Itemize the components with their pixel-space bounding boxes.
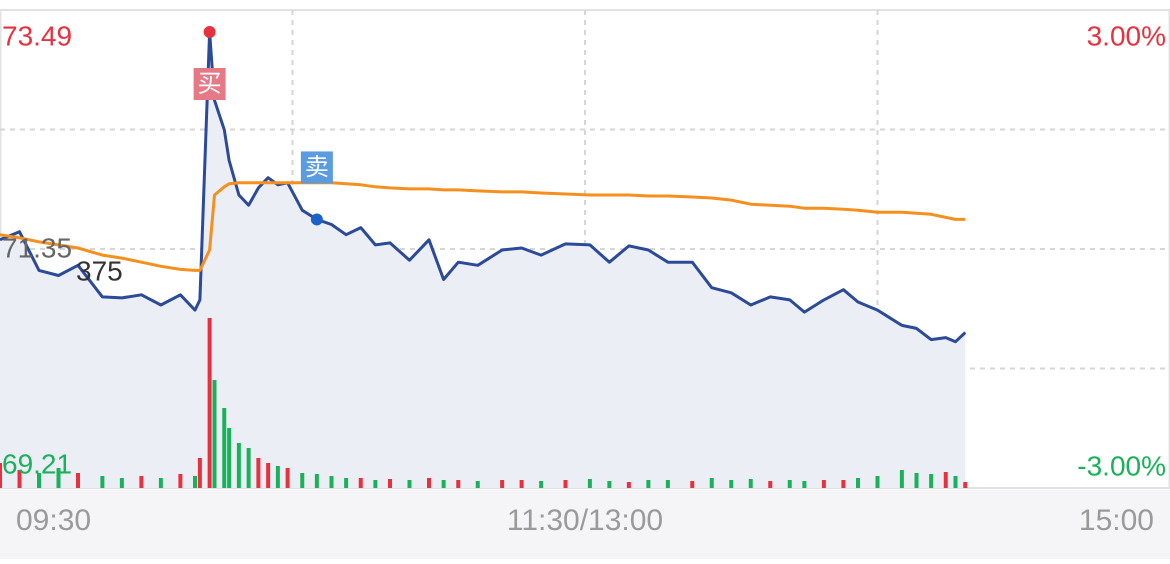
annotation: 375 [76, 255, 123, 286]
volume-bar [246, 448, 251, 488]
volume-bar [212, 380, 217, 488]
volume-bar [236, 443, 241, 488]
volume-bar [119, 478, 124, 488]
volume-bar [709, 478, 714, 488]
x-tick-label: 09:30 [16, 504, 91, 537]
volume-bar [929, 474, 934, 488]
volume-bar [314, 474, 319, 488]
volume-bar [227, 428, 232, 488]
volume-bar [139, 476, 144, 488]
price-line [0, 30, 967, 344]
volume-bar [899, 470, 904, 488]
volume-bar [193, 476, 197, 488]
volume-bar [690, 481, 695, 488]
volume-bar [388, 479, 392, 488]
volume-bar [17, 470, 22, 488]
volume-bar [787, 480, 792, 488]
volume-bar [519, 480, 524, 488]
volume-bar [441, 480, 446, 488]
volume-bar [665, 480, 670, 488]
volume-bar [373, 480, 378, 488]
axis-band [0, 490, 1170, 559]
volume-bar [275, 466, 280, 488]
volume-bar [963, 482, 968, 488]
volume-bar [456, 480, 461, 488]
volume-bar [285, 468, 290, 488]
volume-bar [76, 473, 80, 488]
volume-bar [100, 476, 105, 488]
trade-badge [193, 68, 226, 100]
volume-bar [222, 408, 227, 488]
y2-tick-label: 3.00% [1087, 20, 1166, 51]
volume-bar [914, 473, 919, 488]
y-tick-label: 71.35 [2, 232, 72, 263]
volume-bar [158, 478, 163, 488]
trade-badge [300, 151, 333, 184]
y2-tick-label: -3.00% [1077, 450, 1166, 481]
volume-bar [841, 480, 846, 488]
volume-bar [178, 474, 183, 488]
volume-bar [475, 481, 480, 488]
volume-bar [358, 478, 363, 488]
x-tick-label: 11:30/13:00 [507, 504, 663, 537]
volume-bar [197, 458, 202, 488]
trade-dot [310, 213, 323, 226]
volume-bar [407, 480, 412, 488]
volume-bar [427, 478, 431, 488]
y-tick-label: 69.21 [2, 448, 72, 479]
volume-bar [729, 480, 734, 488]
volume-bar [266, 463, 271, 488]
volume-bar [563, 480, 568, 488]
volume-bar [607, 481, 612, 488]
volume-bar [500, 480, 505, 488]
trade-label: 卖 [305, 154, 329, 181]
volume-bar [539, 481, 544, 488]
price-area [0, 32, 966, 488]
trade-label: 买 [198, 70, 222, 97]
volume-bar [768, 481, 773, 488]
volume-bar [329, 476, 334, 488]
volume-bar [0, 463, 2, 488]
volume-bar [748, 479, 753, 488]
volume-bar [344, 478, 349, 488]
trade-dot [203, 26, 216, 38]
volume-bar [626, 482, 631, 488]
volume-bar [256, 458, 261, 488]
volume-bar [56, 468, 61, 488]
average-line [0, 181, 966, 272]
volume-bar [300, 473, 305, 488]
volume-bar [856, 478, 860, 488]
volume-bar [953, 476, 958, 488]
volume-bar [802, 481, 807, 488]
volume-bar [646, 480, 651, 488]
y-tick-label: 73.49 [2, 20, 72, 51]
x-tick-label: 15:00 [1079, 504, 1154, 537]
volume-bar [587, 479, 592, 488]
volume-bar [821, 480, 826, 488]
volume-bar [37, 473, 41, 488]
volume-bar [943, 472, 948, 488]
volume-bar [875, 476, 880, 488]
volume-bar [207, 318, 212, 488]
